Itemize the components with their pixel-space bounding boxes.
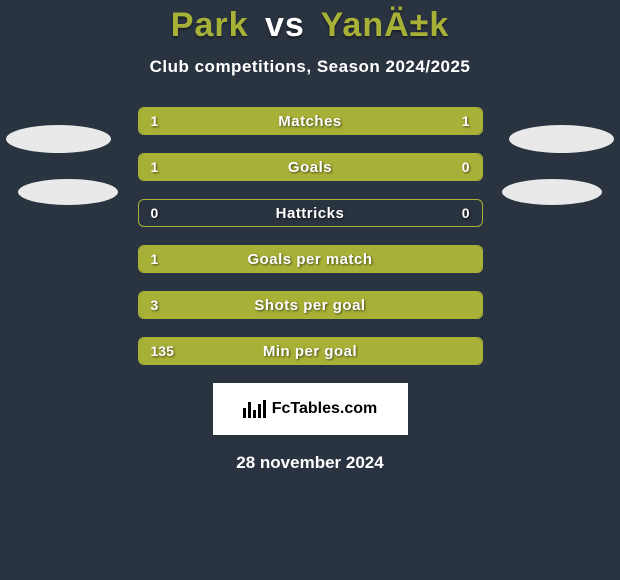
- stat-value-left: 3: [151, 292, 159, 318]
- stat-label: Goals per match: [139, 246, 482, 272]
- stat-label: Hattricks: [139, 200, 482, 226]
- avatar-left-bottom: [18, 179, 118, 205]
- stat-label: Shots per goal: [139, 292, 482, 318]
- avatar-right-top: [509, 125, 614, 153]
- stat-row: Hattricks0 0: [138, 199, 483, 227]
- stat-value-left: 1: [151, 246, 159, 272]
- subtitle: Club competitions, Season 2024/2025: [0, 57, 620, 77]
- stat-value-left: 1: [151, 154, 159, 180]
- stat-row: Goals1 0: [138, 153, 483, 181]
- stat-label: Goals: [139, 154, 482, 180]
- comparison-area: Matches11Goals10Hattricks00Goals per mat…: [0, 107, 620, 365]
- chart-icon: [243, 400, 266, 418]
- stat-row: Matches1 1: [138, 107, 483, 135]
- stat-label: Min per goal: [139, 338, 482, 364]
- title-right: YanÄ±k: [321, 6, 450, 44]
- avatar-left-top: [6, 125, 111, 153]
- stat-row: Goals per match1: [138, 245, 483, 273]
- stat-row: Min per goal135: [138, 337, 483, 365]
- stat-row: Shots per goal3: [138, 291, 483, 319]
- page-title: Park vs YanÄ±k: [0, 0, 620, 45]
- stat-value-right: 0: [462, 200, 470, 226]
- stat-value-left: 135: [151, 338, 174, 364]
- fctables-logo[interactable]: FcTables.com: [213, 383, 408, 435]
- title-vs: vs: [265, 6, 305, 44]
- logo-text: FcTables.com: [272, 400, 378, 418]
- date-label: 28 november 2024: [0, 453, 620, 473]
- title-left: Park: [171, 6, 249, 44]
- stat-value-right: 0: [462, 154, 470, 180]
- avatar-right-bottom: [502, 179, 602, 205]
- stat-value-left: 0: [151, 200, 159, 226]
- stat-label: Matches: [139, 108, 482, 134]
- stat-value-left: 1: [151, 108, 159, 134]
- stat-value-right: 1: [462, 108, 470, 134]
